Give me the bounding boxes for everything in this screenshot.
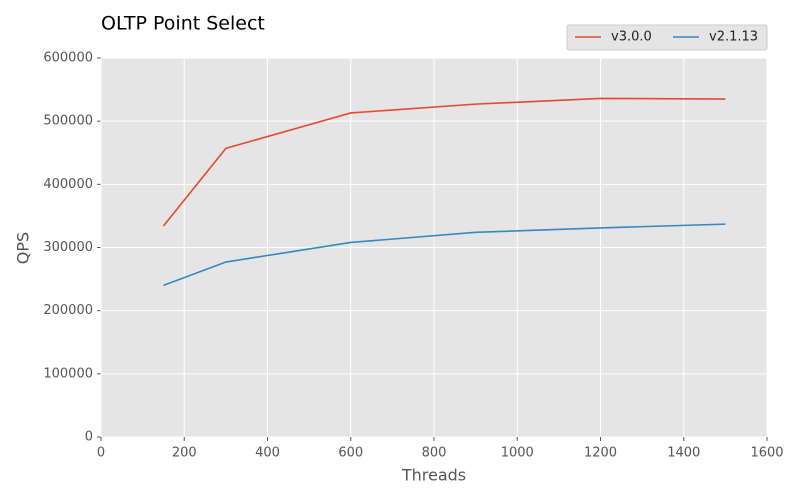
y-tick-label: 200000: [43, 303, 93, 318]
x-tick-label: 400: [255, 446, 280, 461]
y-axis-label: QPS: [14, 232, 33, 264]
x-tick-label: 1600: [750, 446, 783, 461]
y-tick-label: 300000: [43, 240, 93, 255]
y-tick-label: 500000: [43, 114, 93, 129]
legend-box: [566, 24, 768, 51]
x-tick-label: 600: [338, 446, 363, 461]
x-tick-label: 200: [172, 446, 197, 461]
x-tick-label: 0: [97, 446, 105, 461]
line-series: [162, 97, 726, 227]
y-tick-label: 600000: [43, 51, 93, 66]
chart-title: OLTP Point Select: [101, 13, 265, 35]
x-tick-label: 1400: [667, 446, 700, 461]
y-tick-label: 400000: [43, 177, 93, 192]
x-tick-label: 1200: [584, 446, 617, 461]
line-series: [163, 223, 726, 287]
legend-label: v3.0.0: [611, 30, 652, 45]
x-axis-label: Threads: [401, 466, 466, 485]
y-tick-label: 0: [85, 430, 93, 445]
legend-label: v2.1.13: [709, 30, 758, 45]
y-tick-label: 100000: [43, 366, 93, 381]
x-tick-label: 1000: [501, 446, 534, 461]
x-tick-label: 800: [422, 446, 447, 461]
